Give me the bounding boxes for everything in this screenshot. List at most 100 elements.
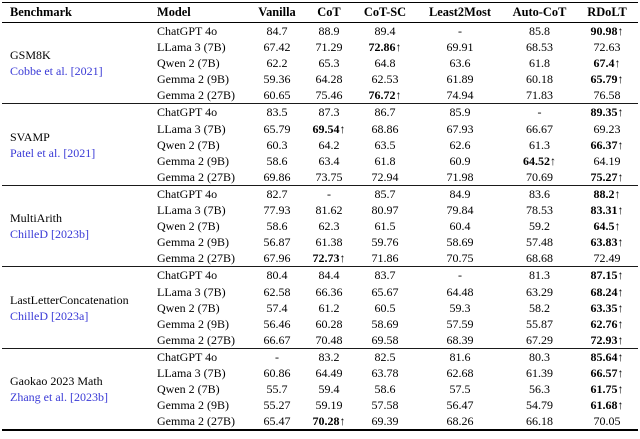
score-cell: 58.69 [446, 235, 474, 250]
score-cell: 64.48 [446, 284, 474, 299]
score-cell: 61.3 [529, 137, 550, 152]
score-cell: 65.3 [318, 56, 340, 71]
score-cell: 61.8 [529, 56, 550, 71]
benchmark-citation-link[interactable]: Patel et al. [2021] [10, 145, 96, 160]
benchmark-citation-link[interactable]: Cobbe et al. [2021] [10, 64, 103, 79]
table-row: MultiArith ChilleD [2023b] ChatGPT 4o 82… [2, 185, 638, 241]
table-row: Gemma 2 (9B) 59.36 64.28 62.53 61.89 60.… [2, 71, 638, 87]
score-cell: 64.5↑ [593, 219, 621, 234]
score-cell: 68.24↑ [590, 284, 624, 299]
score-cell: 70.05 [593, 414, 621, 429]
score-cell: 75.27↑ [590, 169, 624, 184]
score-cell: 87.3 [318, 105, 340, 120]
model-name: ChatGPT 4o [157, 24, 218, 38]
score-cell: 62.3 [318, 219, 340, 234]
model-name: ChatGPT 4o [157, 105, 218, 120]
score-cell: 61.38 [315, 235, 343, 250]
score-cell: 62.76↑ [590, 316, 624, 331]
score-cell: 63.5 [374, 137, 396, 152]
score-cell: 83.31↑ [590, 203, 624, 218]
score-cell: 68.26 [446, 414, 474, 429]
score-cell: 60.28 [315, 316, 343, 331]
score-cell: 88.2↑ [593, 186, 621, 201]
table-row: LLama 3 (7B) 62.58 66.36 65.67 64.48 63.… [2, 284, 638, 300]
model-name: ChatGPT 4o [157, 268, 218, 283]
score-cell: 63.29 [526, 284, 553, 299]
score-cell: 84.9 [449, 186, 471, 201]
benchmark-name: SVAMP [10, 129, 50, 144]
score-cell: 61.89 [446, 72, 474, 87]
score-cell: 56.87 [263, 235, 291, 250]
score-cell: 57.58 [371, 398, 399, 413]
benchmark-cell: MultiArith ChilleD [2023b] [2, 185, 149, 266]
score-cell: 70.69 [526, 169, 553, 184]
score-cell: 74.94 [446, 88, 474, 103]
score-cell: 66.37↑ [590, 137, 624, 152]
score-cell: 71.83 [526, 88, 553, 103]
score-cell: 72.49 [593, 251, 621, 266]
score-cell: 81.62 [315, 203, 343, 218]
score-cell: 57.5 [449, 382, 471, 397]
score-cell: 77.93 [263, 203, 291, 218]
score-cell: 59.19 [315, 398, 343, 413]
score-cell: 68.53 [526, 40, 553, 55]
table-row: Gemma 2 (9B) 56.46 60.28 58.69 57.59 55.… [2, 316, 638, 332]
score-cell: 67.29 [526, 332, 553, 347]
score-cell: - [327, 186, 331, 201]
score-cell: 72.73↑ [312, 251, 346, 266]
section-gaokao-2023-math: Gaokao 2023 Math Zhang et al. [2023b] Ch… [2, 348, 638, 430]
benchmark-name: Gaokao 2023 Math [10, 374, 103, 389]
score-cell: 65.47 [263, 414, 291, 429]
score-cell: 89.35↑ [590, 105, 624, 120]
table-row: Qwen 2 (7B) 55.7 59.4 58.6 57.5 56.3 61.… [2, 381, 638, 397]
table-row: LastLetterConcatenation ChilleD [2023a] … [2, 267, 638, 322]
score-cell: 60.65 [263, 88, 291, 103]
model-name: Gemma 2 (27B) [157, 332, 235, 347]
score-cell: 71.29 [315, 40, 343, 55]
model-name: Gemma 2 (27B) [157, 414, 235, 429]
score-cell: 54.79 [526, 398, 553, 413]
model-name: Gemma 2 (27B) [157, 251, 235, 266]
model-name: Qwen 2 (7B) [157, 56, 220, 71]
score-cell: 63.35↑ [590, 300, 624, 315]
model-name: Gemma 2 (27B) [157, 169, 235, 184]
col-header-auto-cot: Auto-CoT [512, 5, 567, 19]
score-cell: 72.94 [371, 169, 399, 184]
score-cell: 60.4 [449, 219, 471, 234]
score-cell: 66.18 [526, 414, 553, 429]
score-cell: 71.86 [371, 251, 399, 266]
score-cell: 62.68 [446, 365, 474, 380]
score-cell: 80.3 [529, 349, 550, 364]
table-row: LLama 3 (7B) 60.86 64.49 63.78 62.68 61.… [2, 365, 638, 381]
header-row: Benchmark Model Vanilla CoT CoT-SC Least… [2, 3, 638, 23]
model-name: LLama 3 (7B) [157, 40, 226, 55]
score-cell: 68.86 [371, 121, 399, 136]
score-cell: - [458, 268, 462, 283]
section-lastletterconcatenation: LastLetterConcatenation ChilleD [2023a] … [2, 266, 638, 348]
table-row: Gaokao 2023 Math Zhang et al. [2023b] Ch… [2, 348, 638, 404]
table-row: Gemma 2 (27B) 67.96 72.73↑ 71.86 70.75 6… [2, 250, 638, 267]
table-row: Qwen 2 (7B) 57.4 61.2 60.5 59.3 58.2 63.… [2, 300, 638, 316]
model-name: Qwen 2 (7B) [157, 137, 220, 152]
model-name: LLama 3 (7B) [157, 203, 226, 218]
score-cell: 60.3 [266, 137, 288, 152]
score-cell: 62.2 [266, 56, 288, 71]
score-cell: 55.27 [263, 398, 291, 413]
section-multiarith: MultiArith ChilleD [2023b] ChatGPT 4o 82… [2, 185, 638, 266]
model-name: LLama 3 (7B) [157, 284, 226, 299]
benchmark-citation-link[interactable]: ChilleD [2023b] [10, 227, 89, 242]
score-cell: 67.42 [263, 40, 291, 55]
score-cell: 64.52↑ [523, 153, 556, 168]
model-name: Qwen 2 (7B) [157, 382, 220, 397]
score-cell: 87.15↑ [590, 268, 624, 283]
score-cell: 76.72↑ [368, 88, 402, 103]
score-cell: 85.9 [449, 105, 471, 120]
benchmark-cell: LastLetterConcatenation ChilleD [2023a] [2, 267, 149, 348]
score-cell: 90.98↑ [590, 24, 624, 38]
score-cell: 63.4 [318, 153, 340, 168]
score-cell: 80.4 [266, 268, 288, 283]
benchmark-citation-link[interactable]: Zhang et al. [2023b] [10, 390, 108, 405]
benchmark-name: MultiArith [10, 211, 63, 226]
model-name: LLama 3 (7B) [157, 121, 226, 136]
benchmark-citation-link[interactable]: ChilleD [2023a] [10, 308, 89, 323]
